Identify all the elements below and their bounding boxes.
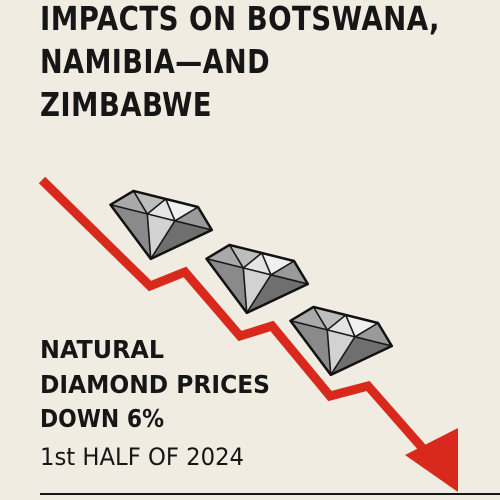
callout-period: 1st HALF OF 2024 [40, 443, 244, 471]
diamond-outline [109, 189, 214, 261]
diamond-outline [205, 243, 310, 315]
diamonds [109, 189, 394, 377]
headline-line: NAMIBIA—AND [40, 42, 270, 81]
headline-line: IMPACTS ON BOTSWANA, [40, 0, 440, 38]
diamond [289, 305, 394, 377]
headline-line: ZIMBABWE [40, 85, 212, 124]
callout-line: DOWN 6% [40, 404, 164, 433]
diamond [109, 189, 214, 261]
trend-arrow [38, 176, 458, 492]
arrow-line [38, 176, 444, 471]
callout-line: NATURAL [40, 335, 164, 364]
arrow-head [405, 428, 458, 492]
diamond [205, 243, 310, 315]
callout-line: DIAMOND PRICES [40, 370, 270, 399]
diamond-outline [289, 305, 394, 377]
